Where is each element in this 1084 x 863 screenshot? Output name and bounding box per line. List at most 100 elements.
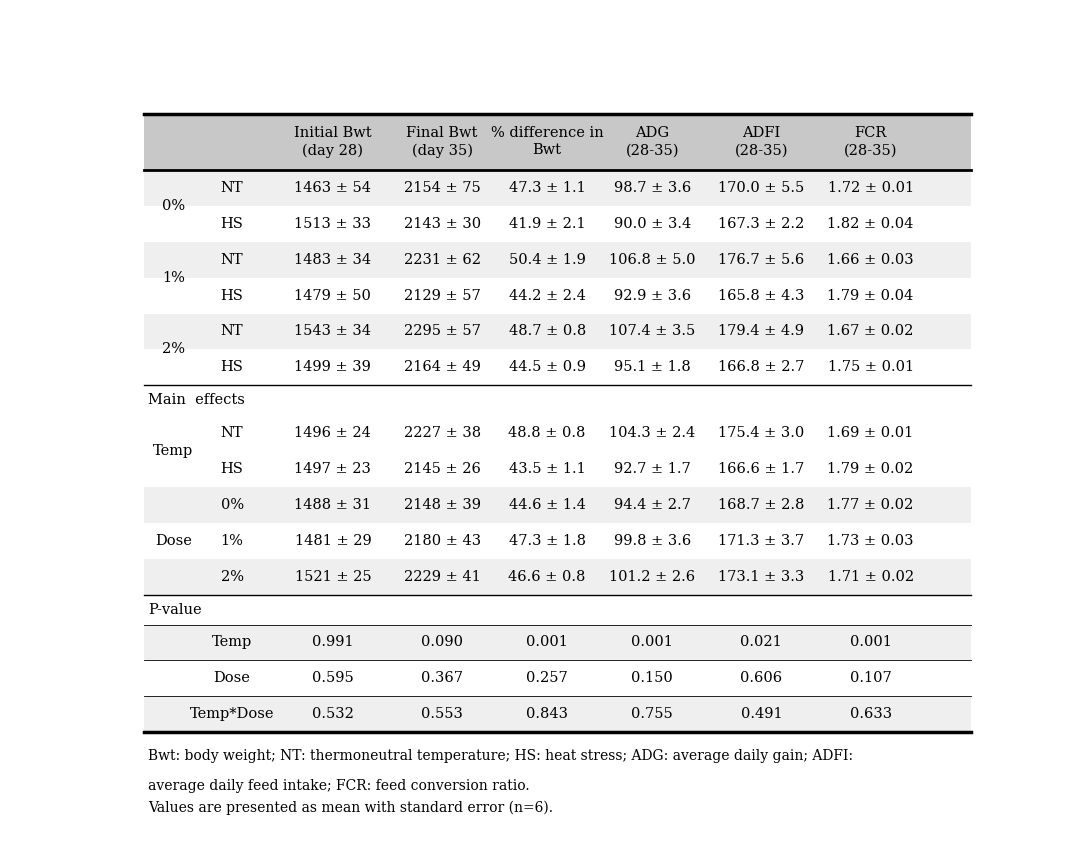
Text: 1.77 ± 0.02: 1.77 ± 0.02 (827, 498, 914, 512)
Text: 1.72 ± 0.01: 1.72 ± 0.01 (827, 181, 914, 195)
Text: 0.001: 0.001 (526, 635, 568, 650)
Text: 47.3 ± 1.8: 47.3 ± 1.8 (508, 534, 585, 548)
Text: ADFI
(28-35): ADFI (28-35) (735, 126, 788, 157)
Text: 2227 ± 38: 2227 ± 38 (403, 426, 480, 440)
Text: 1.66 ± 0.03: 1.66 ± 0.03 (827, 253, 914, 267)
Text: 0.367: 0.367 (422, 671, 463, 685)
Text: 94.4 ± 2.7: 94.4 ± 2.7 (614, 498, 691, 512)
Text: 173.1 ± 3.3: 173.1 ± 3.3 (719, 570, 804, 583)
Text: 2%: 2% (221, 570, 244, 583)
Text: P-value: P-value (149, 602, 202, 616)
Text: Dose: Dose (214, 671, 250, 685)
Text: 0.001: 0.001 (631, 635, 673, 650)
Text: 107.4 ± 3.5: 107.4 ± 3.5 (609, 324, 695, 338)
Text: 98.7 ± 3.6: 98.7 ± 3.6 (614, 181, 691, 195)
Text: 2164 ± 49: 2164 ± 49 (403, 361, 480, 375)
Text: 1.79 ± 0.02: 1.79 ± 0.02 (827, 462, 914, 476)
Text: 0.991: 0.991 (312, 635, 353, 650)
Bar (144, 415, 971, 451)
Text: Values are presented as mean with standard error (n=6).: Values are presented as mean with standa… (149, 801, 553, 815)
Bar (144, 660, 971, 696)
Text: Initial Bwt
(day 28): Initial Bwt (day 28) (294, 126, 372, 158)
Text: 2180 ± 43: 2180 ± 43 (403, 534, 480, 548)
Bar (144, 451, 971, 487)
Text: 46.6 ± 0.8: 46.6 ± 0.8 (508, 570, 585, 583)
Text: 0.532: 0.532 (312, 708, 353, 721)
Text: 0.633: 0.633 (850, 708, 892, 721)
Bar (144, 523, 971, 558)
Text: 0.021: 0.021 (740, 635, 783, 650)
Text: 1.73 ± 0.03: 1.73 ± 0.03 (827, 534, 914, 548)
Text: 2148 ± 39: 2148 ± 39 (403, 498, 480, 512)
Text: 106.8 ± 5.0: 106.8 ± 5.0 (609, 253, 696, 267)
Text: 1499 ± 39: 1499 ± 39 (295, 361, 372, 375)
Bar (144, 350, 971, 385)
Text: 1.67 ± 0.02: 1.67 ± 0.02 (827, 324, 914, 338)
Text: 1463 ± 54: 1463 ± 54 (295, 181, 372, 195)
Text: Final Bwt
(day 35): Final Bwt (day 35) (406, 126, 478, 158)
Text: 1.79 ± 0.04: 1.79 ± 0.04 (827, 288, 914, 303)
Text: 0%: 0% (220, 498, 244, 512)
Text: 44.6 ± 1.4: 44.6 ± 1.4 (508, 498, 585, 512)
Text: 0.843: 0.843 (526, 708, 568, 721)
Text: 90.0 ± 3.4: 90.0 ± 3.4 (614, 217, 691, 230)
Text: FCR
(28-35): FCR (28-35) (843, 126, 898, 157)
Text: 168.7 ± 2.8: 168.7 ± 2.8 (719, 498, 804, 512)
Text: 2231 ± 62: 2231 ± 62 (403, 253, 480, 267)
Bar (144, 487, 971, 523)
Text: 2143 ± 30: 2143 ± 30 (403, 217, 480, 230)
Text: 166.8 ± 2.7: 166.8 ± 2.7 (719, 361, 804, 375)
Text: 104.3 ± 2.4: 104.3 ± 2.4 (609, 426, 695, 440)
Text: 1488 ± 31: 1488 ± 31 (295, 498, 372, 512)
Text: 1513 ± 33: 1513 ± 33 (295, 217, 372, 230)
Text: 2229 ± 41: 2229 ± 41 (403, 570, 480, 583)
Text: 1543 ± 34: 1543 ± 34 (295, 324, 372, 338)
Text: 48.8 ± 0.8: 48.8 ± 0.8 (508, 426, 585, 440)
Text: 1.82 ± 0.04: 1.82 ± 0.04 (827, 217, 914, 230)
Text: Dose: Dose (155, 534, 192, 548)
Bar (144, 313, 971, 350)
Text: 2295 ± 57: 2295 ± 57 (403, 324, 480, 338)
Text: 1%: 1% (162, 271, 184, 285)
Text: 1.75 ± 0.01: 1.75 ± 0.01 (827, 361, 914, 375)
Text: 179.4 ± 4.9: 179.4 ± 4.9 (719, 324, 804, 338)
Text: 2%: 2% (162, 343, 184, 356)
Text: 1496 ± 24: 1496 ± 24 (295, 426, 372, 440)
Text: 92.9 ± 3.6: 92.9 ± 3.6 (614, 288, 691, 303)
Text: 0.491: 0.491 (740, 708, 783, 721)
Bar (144, 242, 971, 278)
Text: 0.107: 0.107 (850, 671, 891, 685)
Text: 175.4 ± 3.0: 175.4 ± 3.0 (719, 426, 804, 440)
Text: 0.090: 0.090 (422, 635, 463, 650)
Text: 1481 ± 29: 1481 ± 29 (295, 534, 372, 548)
Bar (144, 558, 971, 595)
Text: 41.9 ± 2.1: 41.9 ± 2.1 (508, 217, 585, 230)
Text: 2154 ± 75: 2154 ± 75 (403, 181, 480, 195)
Text: ADG
(28-35): ADG (28-35) (625, 126, 679, 157)
Text: 1%: 1% (221, 534, 244, 548)
Text: Main  effects: Main effects (149, 394, 245, 407)
Text: 0.755: 0.755 (631, 708, 673, 721)
Text: 176.7 ± 5.6: 176.7 ± 5.6 (719, 253, 804, 267)
Text: 0.001: 0.001 (850, 635, 891, 650)
Text: NT: NT (221, 324, 244, 338)
Text: 167.3 ± 2.2: 167.3 ± 2.2 (719, 217, 804, 230)
Text: HS: HS (221, 217, 244, 230)
Text: 48.7 ± 0.8: 48.7 ± 0.8 (508, 324, 585, 338)
Text: 1521 ± 25: 1521 ± 25 (295, 570, 371, 583)
Text: 1.71 ± 0.02: 1.71 ± 0.02 (827, 570, 914, 583)
Text: 47.3 ± 1.1: 47.3 ± 1.1 (508, 181, 585, 195)
Text: HS: HS (221, 288, 244, 303)
Text: 1483 ± 34: 1483 ± 34 (295, 253, 372, 267)
Text: Temp: Temp (153, 444, 193, 458)
Text: 99.8 ± 3.6: 99.8 ± 3.6 (614, 534, 691, 548)
Bar (144, 206, 971, 242)
Text: 50.4 ± 1.9: 50.4 ± 1.9 (508, 253, 585, 267)
Text: HS: HS (221, 462, 244, 476)
Text: 43.5 ± 1.1: 43.5 ± 1.1 (508, 462, 585, 476)
Bar (144, 114, 971, 170)
Text: 1497 ± 23: 1497 ± 23 (295, 462, 372, 476)
Text: % difference in
Bwt: % difference in Bwt (491, 126, 604, 157)
Text: average daily feed intake; FCR: feed conversion ratio.: average daily feed intake; FCR: feed con… (149, 778, 530, 793)
Text: 171.3 ± 3.7: 171.3 ± 3.7 (719, 534, 804, 548)
